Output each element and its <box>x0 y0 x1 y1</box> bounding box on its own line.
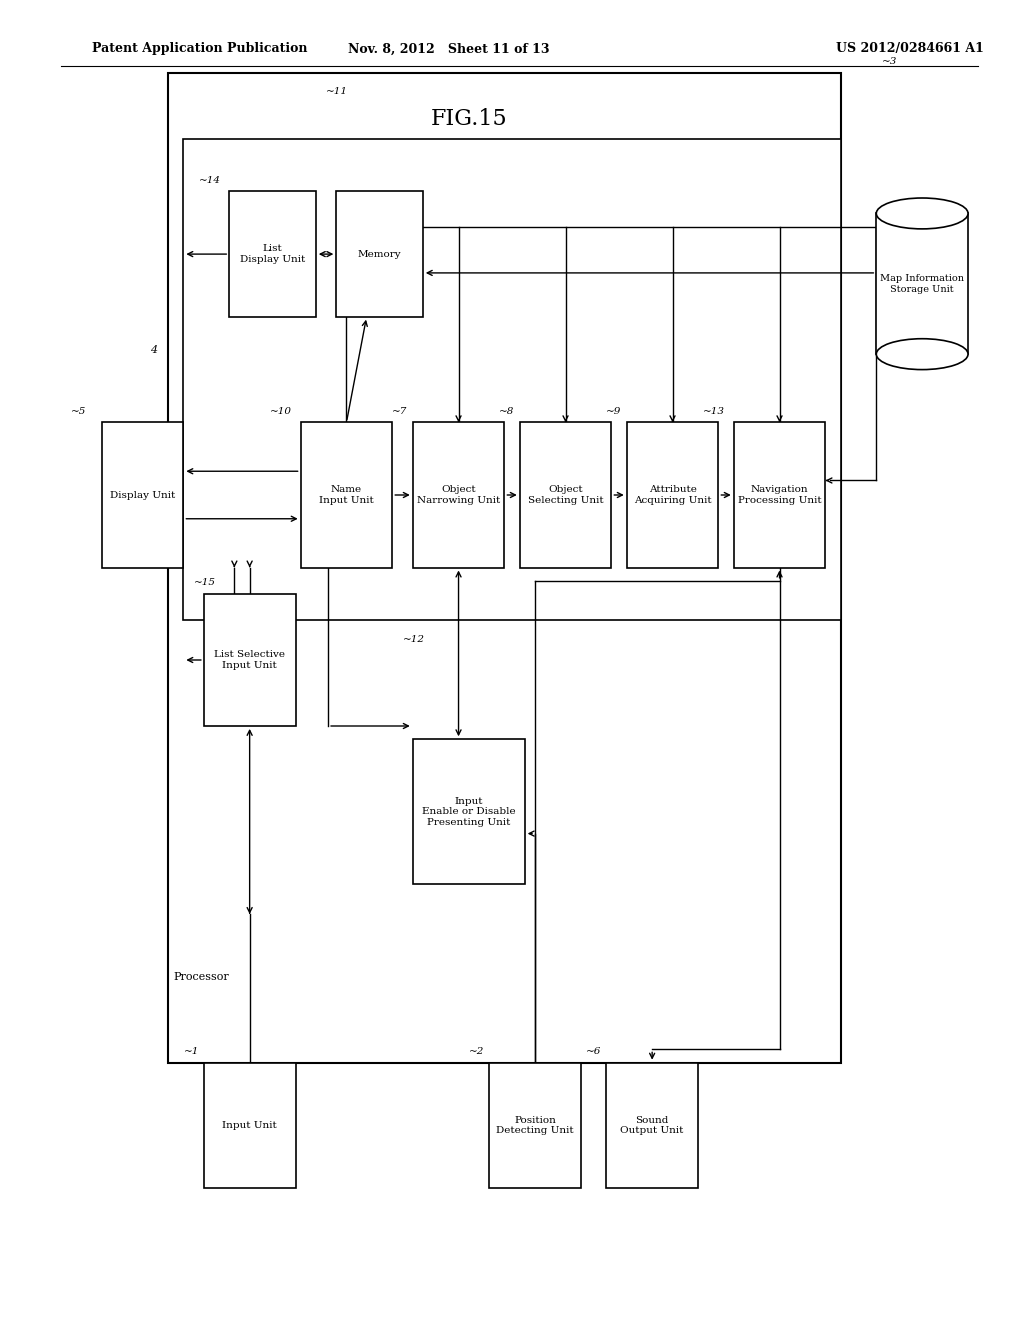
Text: List Selective
Input Unit: List Selective Input Unit <box>214 651 285 669</box>
Text: Sound
Output Unit: Sound Output Unit <box>621 1115 684 1135</box>
Text: ~1: ~1 <box>183 1047 199 1056</box>
FancyBboxPatch shape <box>627 422 719 568</box>
FancyBboxPatch shape <box>301 422 392 568</box>
Text: Map Information
Storage Unit: Map Information Storage Unit <box>881 275 965 293</box>
Text: 4: 4 <box>150 345 157 355</box>
Text: Processor: Processor <box>173 972 229 982</box>
Ellipse shape <box>877 198 968 228</box>
Text: Attribute
Acquiring Unit: Attribute Acquiring Unit <box>634 486 712 504</box>
FancyBboxPatch shape <box>204 1063 296 1188</box>
FancyBboxPatch shape <box>168 73 841 1063</box>
FancyBboxPatch shape <box>336 191 423 317</box>
Text: ~9: ~9 <box>606 407 622 416</box>
FancyBboxPatch shape <box>102 422 183 568</box>
Text: ~5: ~5 <box>72 407 87 416</box>
Text: Object
Narrowing Unit: Object Narrowing Unit <box>417 486 500 504</box>
Text: Memory: Memory <box>357 249 401 259</box>
Text: Input Unit: Input Unit <box>222 1121 278 1130</box>
Text: ~13: ~13 <box>703 407 725 416</box>
FancyBboxPatch shape <box>229 191 315 317</box>
Text: Display Unit: Display Unit <box>110 491 175 499</box>
Text: Position
Detecting Unit: Position Detecting Unit <box>497 1115 573 1135</box>
Text: FIG.15: FIG.15 <box>430 108 507 129</box>
FancyBboxPatch shape <box>733 422 825 568</box>
FancyBboxPatch shape <box>489 1063 581 1188</box>
FancyBboxPatch shape <box>413 739 524 884</box>
Text: ~10: ~10 <box>270 407 292 416</box>
Text: Input
Enable or Disable
Presenting Unit: Input Enable or Disable Presenting Unit <box>422 797 515 826</box>
FancyBboxPatch shape <box>413 422 505 568</box>
FancyBboxPatch shape <box>204 594 296 726</box>
Text: ~14: ~14 <box>199 176 221 185</box>
Text: US 2012/0284661 A1: US 2012/0284661 A1 <box>836 42 983 55</box>
Text: List
Display Unit: List Display Unit <box>240 244 305 264</box>
Text: Name
Input Unit: Name Input Unit <box>319 486 374 504</box>
Ellipse shape <box>877 339 968 370</box>
Text: ~8: ~8 <box>500 407 515 416</box>
Text: ~3: ~3 <box>882 57 897 66</box>
Text: Object
Selecting Unit: Object Selecting Unit <box>527 486 603 504</box>
FancyBboxPatch shape <box>877 214 968 354</box>
Text: Nov. 8, 2012   Sheet 11 of 13: Nov. 8, 2012 Sheet 11 of 13 <box>347 42 549 55</box>
Text: ~11: ~11 <box>326 87 348 96</box>
Text: Navigation
Processing Unit: Navigation Processing Unit <box>737 486 821 504</box>
Text: Patent Application Publication: Patent Application Publication <box>92 42 307 55</box>
Text: ~12: ~12 <box>402 635 425 644</box>
Text: ~2: ~2 <box>469 1047 484 1056</box>
FancyBboxPatch shape <box>519 422 611 568</box>
FancyBboxPatch shape <box>183 139 841 620</box>
Text: ~7: ~7 <box>392 407 408 416</box>
Text: ~15: ~15 <box>194 578 216 587</box>
FancyBboxPatch shape <box>606 1063 698 1188</box>
Text: ~6: ~6 <box>586 1047 601 1056</box>
